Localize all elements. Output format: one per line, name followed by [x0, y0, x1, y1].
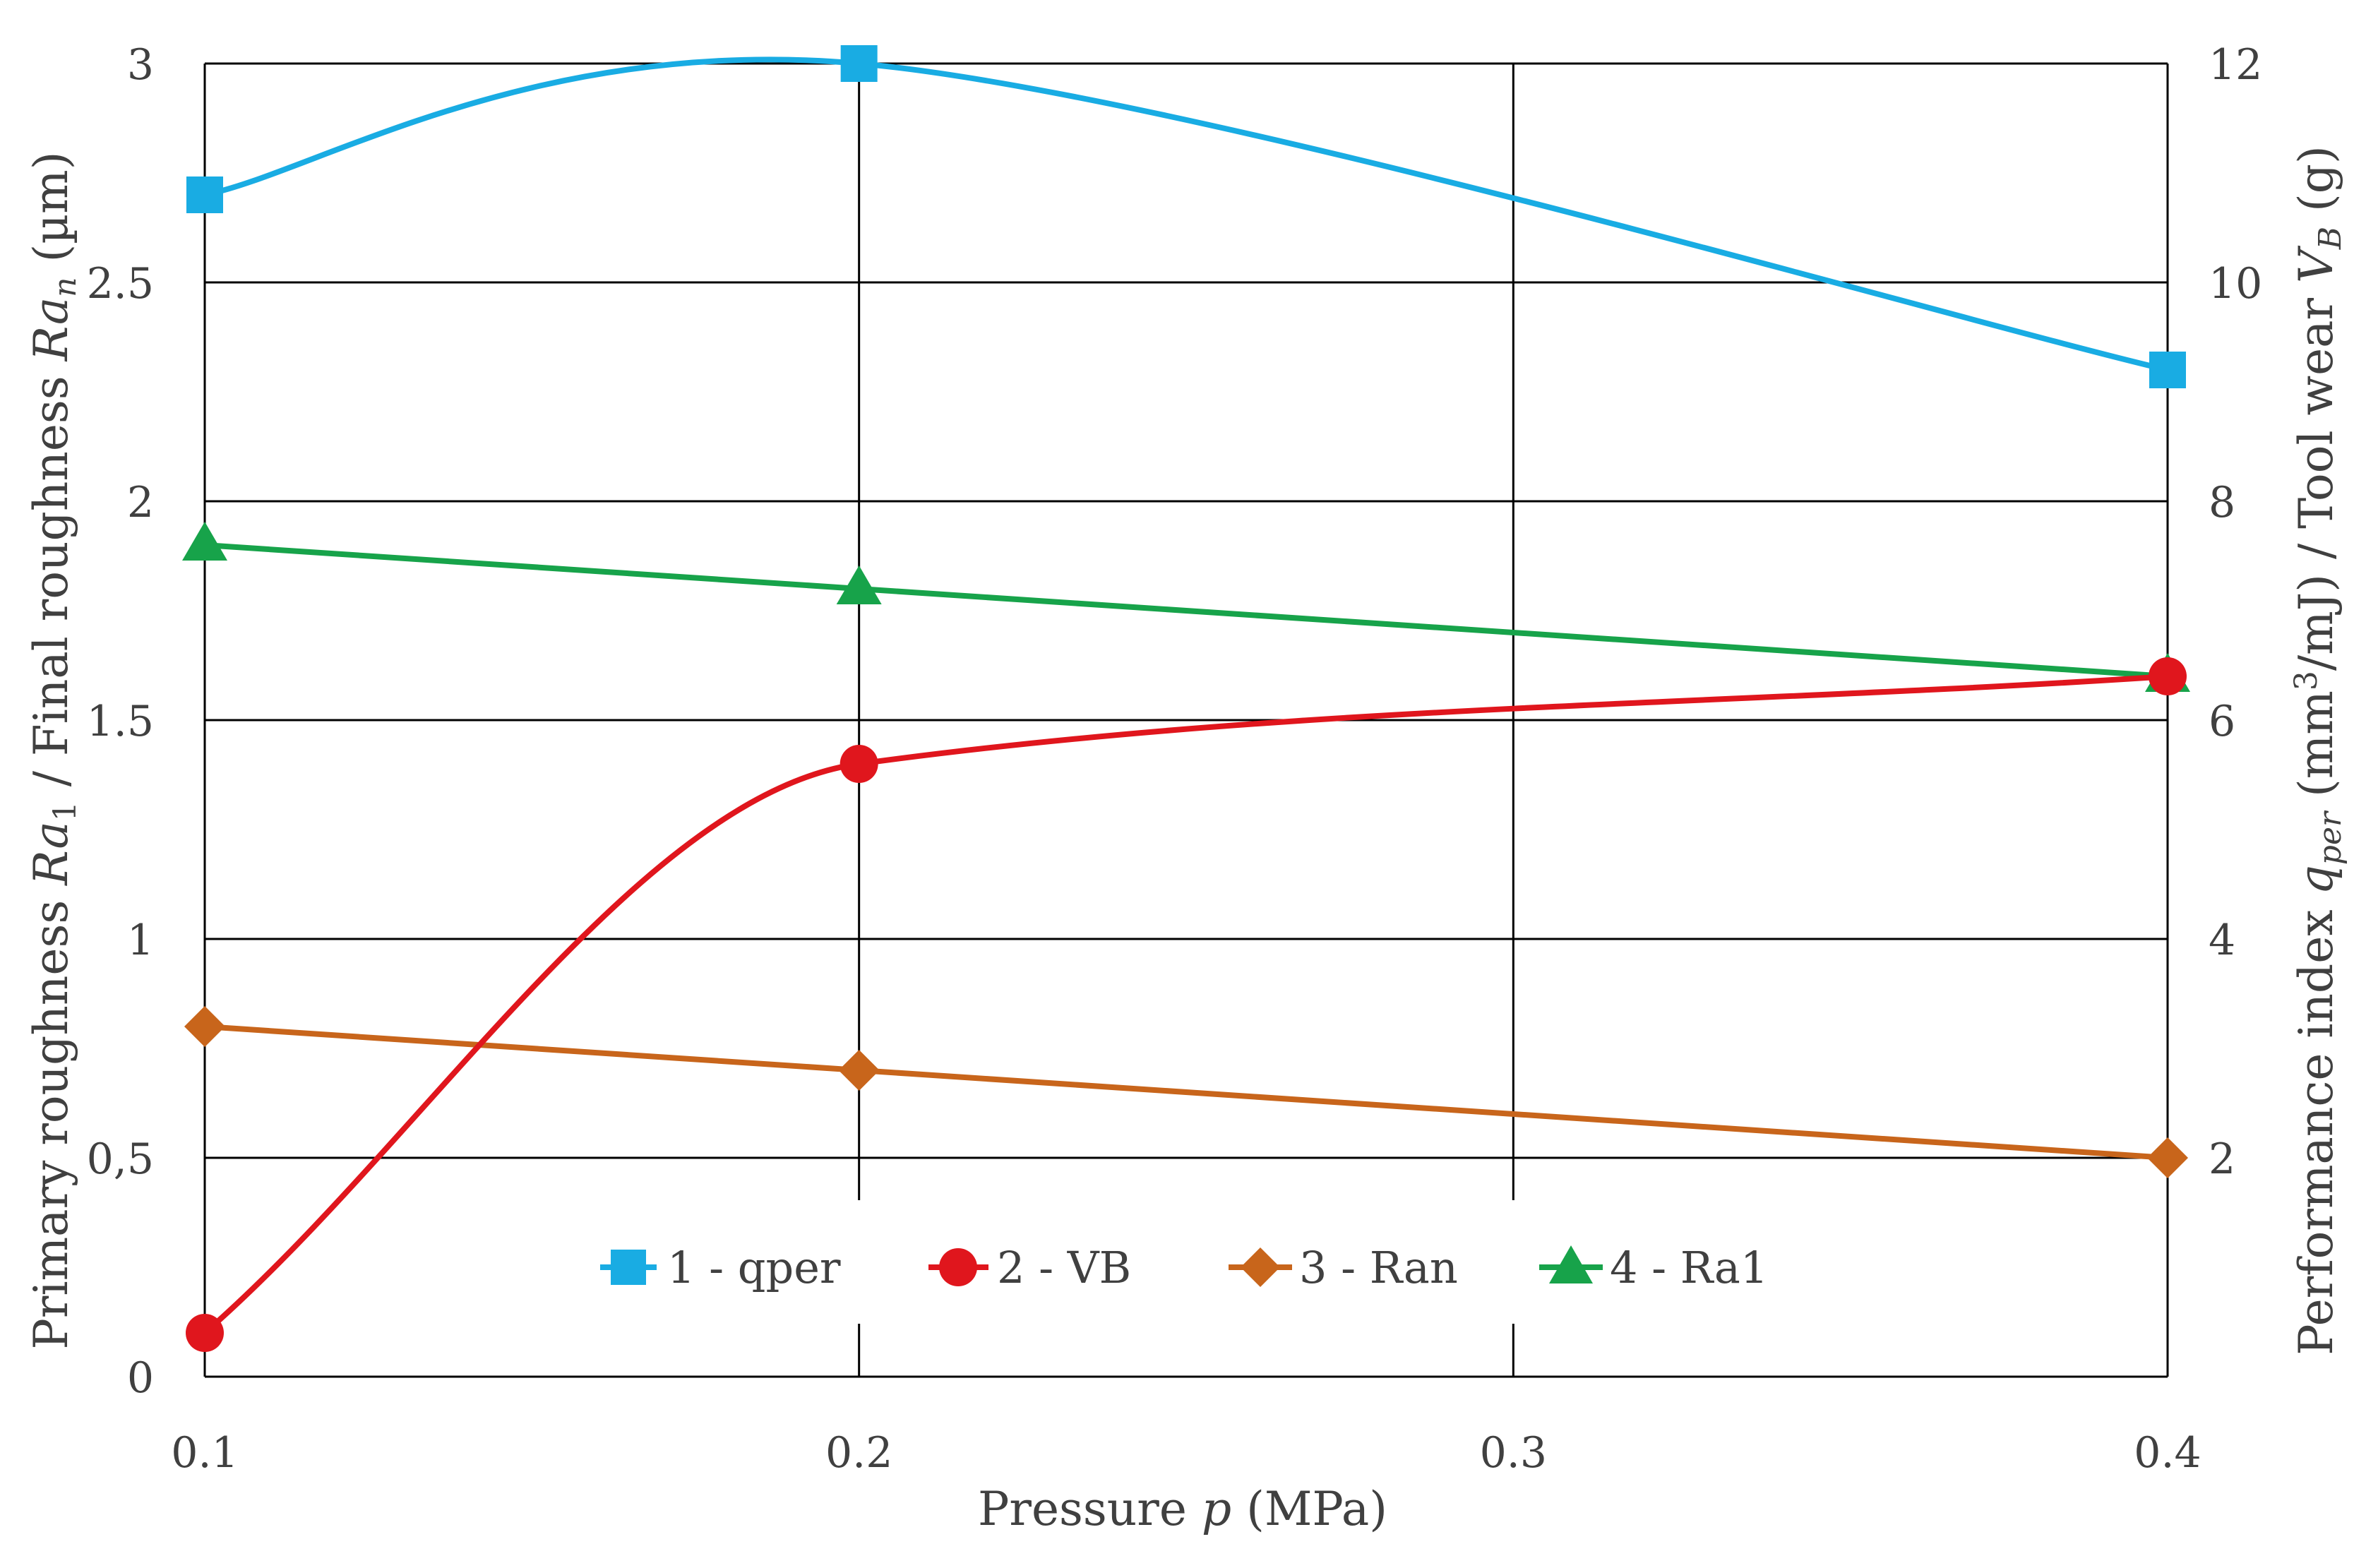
- data-point-qper: [840, 45, 878, 82]
- legend-entry-ra1: 4 - Ra1: [1539, 1242, 1768, 1293]
- grid: [203, 62, 2169, 1378]
- y-left-axis-title: Primary roughness Ra1 / Final roughness …: [24, 152, 83, 1350]
- tick-labels: 0.1 0.2 0.3 0.4 0 0,5 1 1.5 2 2.5 3 2 4 6 8 10 12: [87, 40, 2263, 1478]
- legend-marker-vb: [939, 1248, 977, 1286]
- y-left-tick-label: 1: [127, 916, 154, 965]
- legend-label-ra1: 4 - Ra1: [1610, 1242, 1768, 1293]
- data-point-vb: [186, 1314, 224, 1352]
- legend-marker-qper: [611, 1250, 646, 1285]
- series-line-vb: [202, 674, 2170, 1336]
- data-point-ra1: [182, 522, 227, 561]
- legend: 1 - qper 2 - VB 3 - Ran 4 - Ra1: [586, 1200, 1800, 1324]
- data-point-ra1: [836, 565, 882, 604]
- legend-label-qper: 1 - qper: [667, 1242, 841, 1293]
- y-right-tick-label: 6: [2209, 697, 2235, 746]
- y-right-tick-label: 12: [2209, 40, 2262, 90]
- legend-marker-ran: [1241, 1247, 1280, 1287]
- data-point-vb: [840, 745, 878, 783]
- y-left-tick-label: 3: [127, 40, 154, 90]
- y-left-tick-label: 2.5: [87, 259, 154, 309]
- series-line-qper: [202, 56, 2170, 373]
- data-point-qper: [2149, 352, 2186, 388]
- legend-entry-vb: 2 - VB: [928, 1242, 1131, 1293]
- data-point-ran: [838, 1050, 880, 1091]
- legend-background: [586, 1200, 1800, 1324]
- data-point-ran: [184, 1006, 225, 1047]
- y-left-tick-label: 0: [127, 1353, 154, 1403]
- data-point-ran: [2147, 1137, 2188, 1178]
- legend-entry-qper: 1 - qper: [600, 1242, 841, 1293]
- y-right-tick-label: 2: [2209, 1135, 2235, 1184]
- legend-label-ran: 3 - Ran: [1299, 1242, 1458, 1293]
- legend-marker-ra1: [1549, 1245, 1593, 1283]
- legend-entry-ran: 3 - Ran: [1229, 1242, 1458, 1293]
- legend-label-vb: 2 - VB: [997, 1242, 1131, 1293]
- x-tick-label: 0.3: [1480, 1428, 1547, 1478]
- y-right-tick-label: 4: [2209, 916, 2235, 965]
- y-right-tick-label: 8: [2209, 478, 2235, 527]
- y-right-axis-title: Performance index qper (mm3/mJ) / Tool w…: [2288, 145, 2348, 1355]
- x-tick-label: 0.2: [825, 1428, 892, 1478]
- series-layer: [182, 45, 2190, 1352]
- x-axis-title: Pressure p (MPa): [978, 1482, 1387, 1536]
- y-left-tick-label: 0,5: [87, 1135, 154, 1184]
- x-tick-label: 0.4: [2134, 1428, 2201, 1478]
- data-point-vb: [2149, 657, 2187, 695]
- y-right-tick-label: 10: [2209, 259, 2262, 309]
- x-tick-label: 0.1: [171, 1428, 238, 1478]
- y-left-tick-label: 2: [127, 478, 154, 527]
- y-left-tick-label: 1.5: [87, 697, 154, 746]
- data-point-qper: [186, 176, 223, 213]
